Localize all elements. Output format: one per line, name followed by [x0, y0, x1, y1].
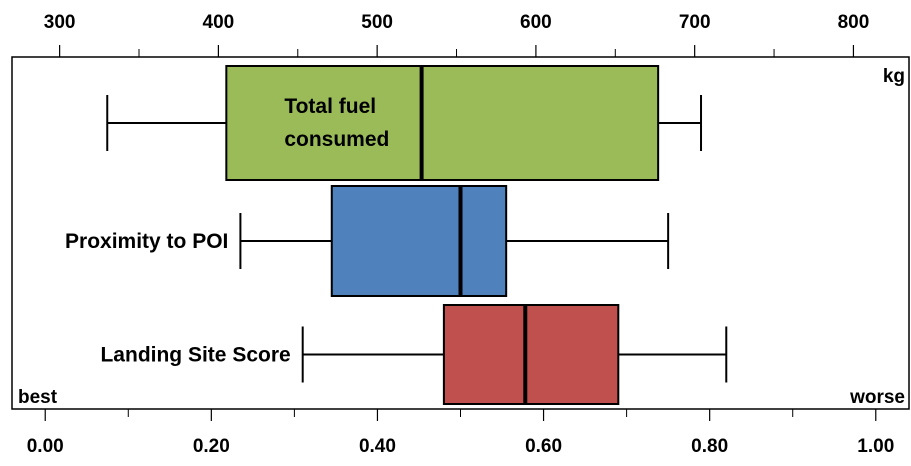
series-label: Landing Site Score [100, 344, 290, 367]
bottom-axis-tick-label: 0.40 [359, 436, 396, 457]
bottom-axis-tick-label: 0.00 [27, 436, 64, 457]
box-iqr [442, 304, 620, 405]
top-axis-tick-label: 300 [44, 12, 76, 33]
box-total-fuel-consumed: Total fuel consumed [106, 65, 703, 181]
top-axis-tick-label: 500 [361, 12, 393, 33]
top-axis-tick-label: 600 [520, 12, 552, 33]
top-axis: 300 400 500 600 700 800 [44, 12, 870, 57]
box-iqr [330, 185, 508, 297]
series-label: consumed [284, 128, 389, 151]
box-landing-site-score: Landing Site Score [100, 304, 728, 405]
series-label: Proximity to POI [65, 230, 228, 253]
bottom-axis-tick-label: 1.00 [857, 436, 894, 457]
top-axis-tick-label: 700 [679, 12, 711, 33]
box-proximity-to-poi: Proximity to POI [65, 185, 670, 297]
bottom-axis-tick-label: 0.80 [691, 436, 728, 457]
best-label: best [18, 387, 58, 408]
box-iqr [225, 65, 660, 181]
bottom-axis-tick-label: 0.20 [193, 436, 230, 457]
boxes-group: Total fuel consumed Proximity to POI Landin… [65, 65, 728, 405]
series-label: Total fuel [284, 95, 376, 118]
bottom-axis: 0.00 0.20 0.40 0.60 0.80 1.00 [27, 409, 894, 457]
worse-label: worse [849, 387, 905, 408]
bottom-axis-tick-label: 0.60 [525, 436, 562, 457]
top-axis-unit-label: kg [883, 66, 905, 87]
top-axis-tick-label: 400 [203, 12, 235, 33]
top-axis-tick-label: 800 [838, 12, 870, 33]
